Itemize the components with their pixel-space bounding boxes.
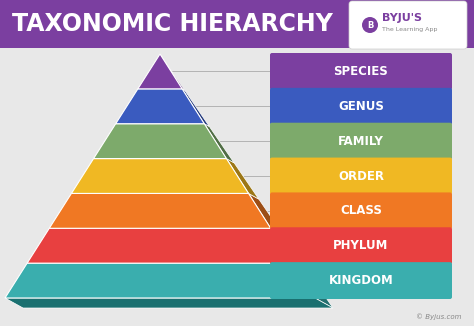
- Bar: [0, 0, 474, 48]
- Polygon shape: [49, 193, 271, 228]
- Text: The Learning App: The Learning App: [382, 26, 438, 32]
- FancyBboxPatch shape: [270, 88, 452, 125]
- Polygon shape: [72, 158, 248, 193]
- Text: ORDER: ORDER: [338, 170, 384, 183]
- Text: SPECIES: SPECIES: [334, 65, 388, 78]
- FancyBboxPatch shape: [270, 53, 452, 90]
- Text: TAXONOMIC HIERARCHY: TAXONOMIC HIERARCHY: [12, 12, 333, 36]
- Circle shape: [362, 17, 378, 33]
- Text: FAMILY: FAMILY: [338, 135, 384, 148]
- FancyBboxPatch shape: [349, 1, 467, 49]
- Polygon shape: [248, 193, 283, 235]
- Polygon shape: [271, 228, 308, 272]
- Polygon shape: [204, 124, 234, 163]
- Text: BYJU'S: BYJU'S: [382, 13, 422, 23]
- Text: KINGDOM: KINGDOM: [328, 274, 393, 287]
- FancyBboxPatch shape: [270, 123, 452, 159]
- FancyBboxPatch shape: [270, 262, 452, 299]
- Polygon shape: [5, 263, 315, 298]
- Polygon shape: [227, 158, 259, 199]
- Text: CLASS: CLASS: [340, 204, 382, 217]
- Polygon shape: [182, 89, 210, 126]
- Polygon shape: [27, 228, 293, 263]
- Polygon shape: [138, 54, 182, 89]
- Polygon shape: [293, 263, 333, 308]
- Text: PHYLUM: PHYLUM: [333, 239, 389, 252]
- Polygon shape: [116, 89, 204, 124]
- FancyBboxPatch shape: [270, 157, 452, 194]
- FancyBboxPatch shape: [270, 192, 452, 229]
- Polygon shape: [5, 298, 333, 308]
- Text: B: B: [367, 21, 373, 29]
- Polygon shape: [160, 54, 185, 90]
- Text: GENUS: GENUS: [338, 100, 384, 113]
- Text: © Byjus.com: © Byjus.com: [417, 313, 462, 320]
- Polygon shape: [93, 124, 227, 158]
- FancyBboxPatch shape: [270, 227, 452, 264]
